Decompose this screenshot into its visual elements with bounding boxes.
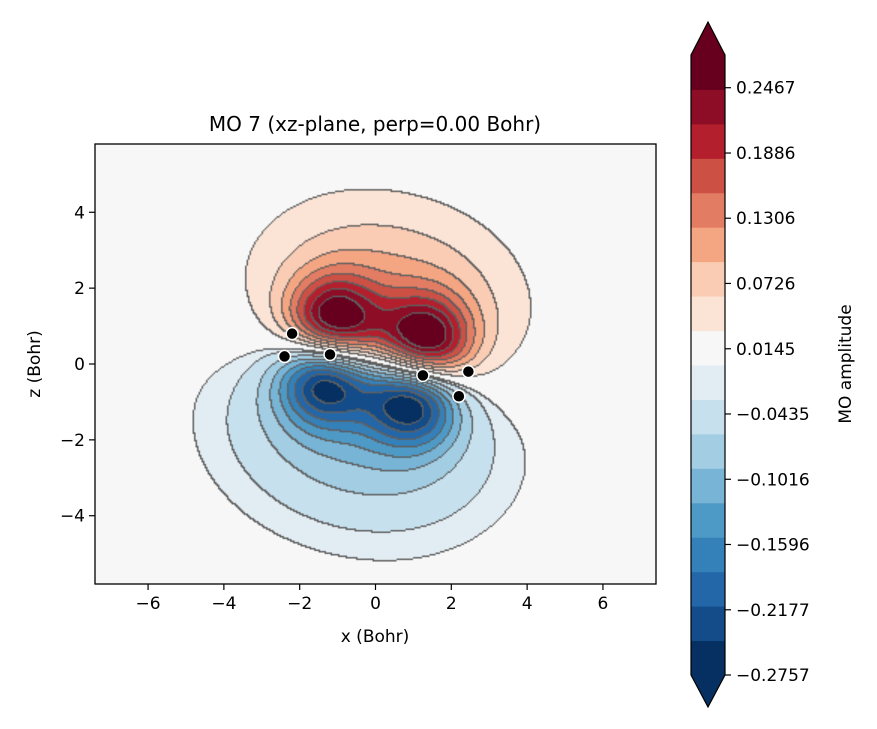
atom-marker <box>416 368 430 383</box>
x-axis-label: x (Bohr) <box>341 627 410 647</box>
colorbar-level <box>691 261 725 297</box>
atom-marker <box>285 326 299 341</box>
colorbar-extend-max <box>691 22 725 55</box>
y-tick-label: 0 <box>74 355 85 375</box>
colorbar-tick-label: 0.0726 <box>736 274 795 294</box>
colorbar-level <box>691 296 725 332</box>
colorbar-level <box>691 468 725 504</box>
colorbar: −0.2757 −0.2177 −0.1596 −0.1016 −0.0435 0.014… <box>690 20 810 709</box>
colorbar-tick-label: −0.0435 <box>736 405 810 425</box>
colorbar-level <box>691 192 725 228</box>
atom-marker <box>461 364 476 379</box>
y-tick-label: −4 <box>60 507 85 527</box>
colorbar-tick-label: −0.1596 <box>736 535 810 555</box>
colorbar-tick-label: −0.2757 <box>736 666 810 686</box>
colorbar-tick-label: 0.1306 <box>736 209 795 229</box>
colorbar-extend-min <box>691 675 725 707</box>
colorbar-level <box>691 502 725 538</box>
colorbar-level <box>691 606 725 642</box>
colorbar-tick-label: −0.1016 <box>736 470 810 490</box>
x-tick-label: −6 <box>136 594 161 614</box>
colorbar-tick-label: −0.2177 <box>736 601 810 621</box>
colorbar-level <box>691 158 725 194</box>
colorbar-level <box>691 640 725 676</box>
x-tick-label: −2 <box>287 594 312 614</box>
atom-marker <box>323 347 337 362</box>
atom-marker <box>277 349 292 364</box>
colorbar-label: MO amplitude <box>836 304 856 423</box>
colorbar-tick-label: 0.2467 <box>736 79 795 99</box>
y-tick-label: 2 <box>74 279 85 299</box>
x-tick-label: 6 <box>598 594 609 614</box>
x-tick-label: 0 <box>370 594 381 614</box>
x-tick-label: 4 <box>522 594 533 614</box>
colorbar-tick-label: 0.0145 <box>736 340 795 360</box>
x-axis: −6 −4 −2 0 2 4 6 <box>136 584 609 614</box>
colorbar-level <box>691 399 725 435</box>
colorbar-level <box>691 227 725 263</box>
chart-title: MO 7 (xz-plane, perp=0.00 Bohr) <box>209 112 541 136</box>
atom-marker <box>452 389 466 403</box>
colorbar-level <box>691 89 725 125</box>
y-axis: −4 −2 0 2 4 <box>60 203 95 527</box>
colorbar-level <box>691 330 725 366</box>
atoms <box>277 326 476 403</box>
colorbar-level <box>691 571 725 607</box>
x-tick-label: 2 <box>446 594 457 614</box>
orbital-field <box>95 144 656 584</box>
colorbar-level <box>691 433 725 469</box>
x-tick-label: −4 <box>211 594 236 614</box>
colorbar-tick-label: 0.1886 <box>736 144 795 164</box>
colorbar-level <box>691 537 725 573</box>
y-tick-label: 4 <box>74 203 85 223</box>
colorbar-level <box>691 365 725 400</box>
y-axis-label: z (Bohr) <box>25 330 45 397</box>
colorbar-level <box>691 123 725 159</box>
plot-area <box>94 143 657 585</box>
y-tick-label: −2 <box>60 431 85 451</box>
colorbar-level <box>691 55 725 90</box>
